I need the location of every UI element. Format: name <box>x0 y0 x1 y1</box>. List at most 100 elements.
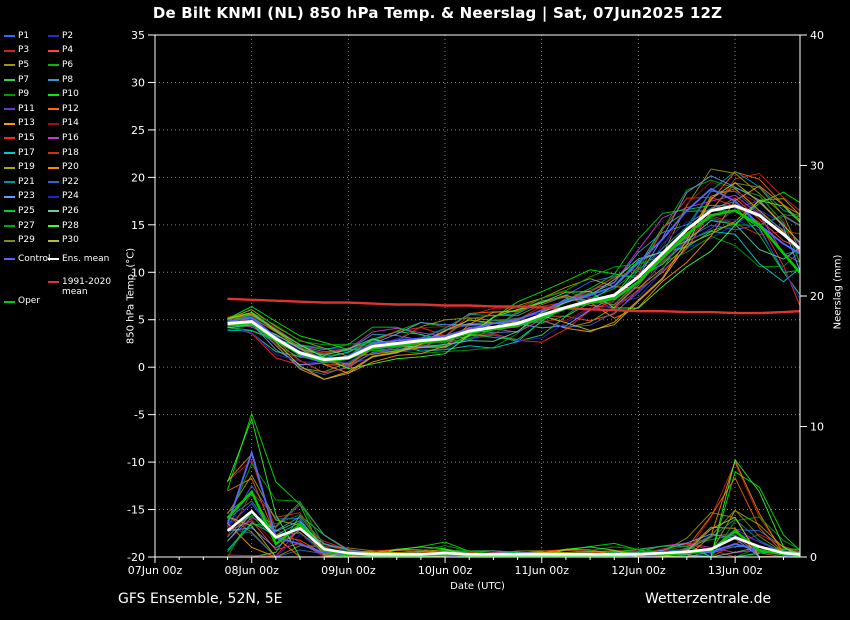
legend-label: P24 <box>62 191 79 202</box>
legend-line <box>48 137 59 140</box>
legend-item-P17: P17 <box>4 146 35 161</box>
member-temp-line-P6 <box>227 179 801 358</box>
legend-item-climate: 1991-2020 mean <box>48 277 111 297</box>
legend-item-oper: Oper <box>4 295 40 310</box>
legend-row: P17 P18 <box>4 146 114 161</box>
legend-row: P15 P16 <box>4 131 114 146</box>
legend-item-P25: P25 <box>4 204 35 219</box>
tick-label-left: 15 <box>131 219 145 232</box>
legend-line-oper <box>4 300 15 303</box>
legend-label: P21 <box>18 176 35 187</box>
legend-line <box>4 239 15 242</box>
legend-label: P3 <box>18 45 30 56</box>
legend-line <box>4 49 15 52</box>
member-temp-line-P9 <box>227 235 800 355</box>
legend-label: P10 <box>62 89 79 100</box>
legend-label-climate: 1991-2020 mean <box>62 277 111 298</box>
tick-label-left: 30 <box>131 76 145 89</box>
member-precip-line-P23 <box>227 527 800 558</box>
tick-label-left: 25 <box>131 124 145 137</box>
page-title: De Bilt KNMI (NL) 850 hPa Temp. & Neersl… <box>152 4 723 22</box>
member-temp-line-P10 <box>227 191 800 351</box>
legend-item-P30: P30 <box>48 233 79 248</box>
legend-label: P1 <box>18 30 30 41</box>
legend-line <box>4 108 15 111</box>
legend-line <box>48 195 59 198</box>
legend-row: P19 P20 <box>4 160 114 175</box>
legend-item-P13: P13 <box>4 117 35 132</box>
legend-label: P27 <box>18 220 35 231</box>
legend-label: P6 <box>62 59 74 70</box>
legend-row-control: Control Ens. mean <box>4 252 114 267</box>
legend-line <box>4 166 15 169</box>
member-temp-line-P2 <box>227 209 800 365</box>
ens-mean-precip-line <box>226 509 800 556</box>
tick-label-left: -15 <box>127 504 145 517</box>
footer-model-info: GFS Ensemble, 52N, 5E <box>118 591 283 607</box>
legend-row: P29 P30 <box>4 233 114 248</box>
tick-label-bottom: 11Jun 00z <box>515 564 570 577</box>
legend-item-P27: P27 <box>4 219 35 234</box>
legend-line <box>4 225 15 228</box>
tick-label-right: 10 <box>810 421 824 434</box>
legend-item-ens-mean: Ens. mean <box>48 252 109 267</box>
legend-row-climate-oper: 1991-2020 mean Oper <box>4 277 114 317</box>
legend-label: P8 <box>62 74 74 85</box>
legend-item-P26: P26 <box>48 204 79 219</box>
legend-line-climate <box>48 280 59 283</box>
legend-row: P13 P14 <box>4 117 114 132</box>
legend-item-P6: P6 <box>48 58 73 73</box>
legend-line <box>48 210 59 213</box>
legend-line <box>4 137 15 140</box>
tick-label-left: -5 <box>134 409 145 422</box>
legend-item-P11: P11 <box>4 102 35 117</box>
legend-label: P5 <box>18 59 30 70</box>
legend-label: P20 <box>62 162 79 173</box>
legend-line <box>4 122 15 125</box>
tick-label-bottom: 10Jun 00z <box>418 564 473 577</box>
tick-label-left: 10 <box>131 266 145 279</box>
legend-label-ens-mean: Ens. mean <box>62 253 110 264</box>
legend-line <box>4 64 15 67</box>
legend-row: P25 P26 <box>4 204 114 219</box>
legend-row: P23 P24 <box>4 190 114 205</box>
legend-line <box>4 93 15 96</box>
legend-label: P7 <box>18 74 30 85</box>
legend-item-P15: P15 <box>4 131 35 146</box>
legend-item-P10: P10 <box>48 87 79 102</box>
legend-label: P11 <box>18 103 35 114</box>
climate-mean-line <box>227 297 800 315</box>
legend-row: P3 P4 <box>4 44 114 59</box>
legend-item-P4: P4 <box>48 44 73 59</box>
legend-label: P18 <box>62 147 79 158</box>
legend-line <box>48 35 59 38</box>
tick-label-bottom: 07Jun 00z <box>128 564 183 577</box>
legend-line <box>48 152 59 155</box>
legend-label: P25 <box>18 205 35 216</box>
legend-item-P8: P8 <box>48 73 73 88</box>
member-temp-line-P20 <box>227 185 800 374</box>
legend-line <box>48 64 59 67</box>
legend-label: P26 <box>62 205 79 216</box>
legend-label: P29 <box>18 235 35 246</box>
tick-label-left: 35 <box>131 29 145 42</box>
legend-line <box>4 195 15 198</box>
legend-line <box>48 225 59 228</box>
legend-item-P28: P28 <box>48 219 79 234</box>
tick-label-right: 30 <box>810 160 824 173</box>
legend-line <box>48 239 59 242</box>
tick-label-right: 0 <box>810 551 817 564</box>
legend-label: P13 <box>18 118 35 129</box>
member-temp-line-P28 <box>227 199 800 370</box>
tick-label-left: 20 <box>131 171 145 184</box>
legend-line <box>4 35 15 38</box>
member-temp-line-P24 <box>227 219 801 364</box>
legend-line-ens-mean <box>48 258 59 261</box>
legend-label-climate-line2: mean <box>62 286 88 297</box>
tick-label-right: 20 <box>810 290 824 303</box>
legend-item-P3: P3 <box>4 44 29 59</box>
legend: P1 P2 P3 P4 P5 P6 P7 P8 P9 P10 P11 P12 P13 P14 P15 P16 P… <box>4 29 114 317</box>
tick-label-right: 40 <box>810 29 824 42</box>
legend-label: P14 <box>62 118 79 129</box>
legend-item-P2: P2 <box>48 29 73 44</box>
